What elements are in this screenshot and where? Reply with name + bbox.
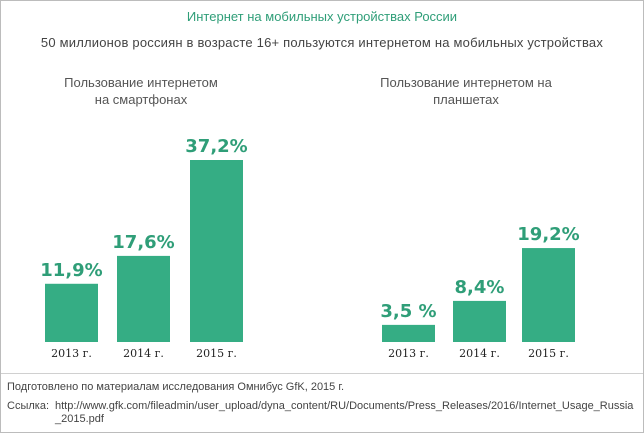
smartphone-bar-1: [117, 255, 170, 342]
smartphone-bar-2: [190, 160, 243, 342]
tablet-year-label-2: 2015 г.: [528, 347, 569, 360]
source-link-label: Ссылка:: [7, 400, 49, 412]
tablet-bar-2: [522, 248, 575, 342]
source-link-row: Ссылка: http://www.gfk.com/fileadmin/use…: [7, 400, 637, 426]
tablet-year-label-1: 2014 г.: [459, 347, 500, 360]
tablet-value-label-1: 8,4%: [455, 277, 505, 298]
smartphone-value-label-1: 17,6%: [112, 232, 174, 253]
tablet-bar-1: [453, 300, 506, 342]
tablet-bar-0: [382, 324, 435, 342]
source-note: Подготовлено по материалам исследования …: [7, 381, 345, 393]
smartphone-bar-0: [45, 283, 98, 342]
smartphone-value-label-2: 37,2%: [185, 136, 247, 157]
page-subtitle: 50 миллионов россиян в возрасте 16+ поль…: [40, 35, 604, 50]
smartphone-year-label-2: 2015 г.: [196, 347, 237, 360]
footer-divider: [1, 373, 643, 374]
bar-charts: 11,9% 2013 г. 17,6% 2014 г. 37,2% 2015 г. 3,5 …: [40, 136, 579, 360]
smartphone-chart-title: Пользование интернетом на смартфонах: [64, 75, 218, 107]
source-link-url[interactable]: http://www.gfk.com/fileadmin/user_upload…: [55, 400, 634, 425]
page-title: Интернет на мобильных устройствах России: [186, 9, 458, 24]
tablet-value-label-0: 3,5 %: [380, 301, 436, 322]
tablet-chart-title: Пользование интернетом на планшетах: [380, 75, 552, 107]
tablet-year-label-0: 2013 г.: [388, 347, 429, 360]
tablet-value-label-2: 19,2%: [517, 224, 579, 245]
smartphone-value-label-0: 11,9%: [40, 260, 102, 281]
smartphone-year-label-0: 2013 г.: [51, 347, 92, 360]
smartphone-year-label-1: 2014 г.: [123, 347, 164, 360]
